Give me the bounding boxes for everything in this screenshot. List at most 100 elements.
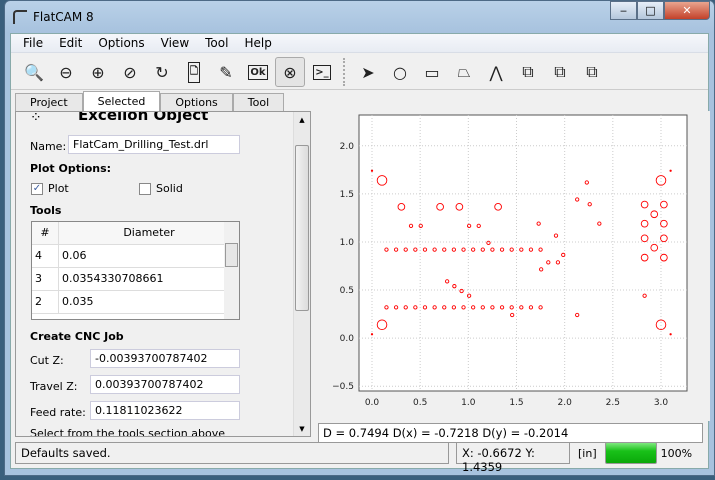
drill-hole bbox=[597, 221, 602, 226]
clear-plot-button[interactable]: ⊘ bbox=[115, 57, 145, 87]
plot-checkbox[interactable]: ✓ bbox=[31, 183, 43, 195]
x-tick-label: 1.0 bbox=[461, 398, 476, 408]
close-button[interactable]: ✕ bbox=[664, 1, 710, 20]
tool-diameter: 0.035 bbox=[62, 295, 94, 308]
drill-hole bbox=[538, 305, 543, 310]
maximize-button[interactable]: □ bbox=[637, 1, 664, 20]
select-arrow-button[interactable]: ➤ bbox=[353, 57, 383, 87]
travelz-label: Travel Z: bbox=[30, 380, 78, 393]
drill-hole bbox=[455, 203, 464, 211]
union-button[interactable]: ⧉ bbox=[513, 57, 543, 87]
subtract-button[interactable]: ⧉ bbox=[577, 57, 607, 87]
drill-hole bbox=[509, 247, 514, 252]
path-button[interactable]: ⋀ bbox=[481, 57, 511, 87]
drill-hole bbox=[451, 247, 457, 252]
new-file-icon: 🗋 bbox=[187, 61, 201, 83]
rectangle-button[interactable]: ▭ bbox=[417, 57, 447, 87]
drill-hole bbox=[538, 247, 543, 252]
drill-hole bbox=[422, 305, 428, 310]
menu-tool[interactable]: Tool bbox=[205, 36, 229, 50]
drill-hole bbox=[669, 169, 672, 172]
drill-hole bbox=[476, 223, 481, 229]
title-bar: FlatCAM 8 bbox=[13, 7, 94, 27]
tab-project[interactable]: Project bbox=[15, 93, 83, 112]
table-row[interactable]: 2 0.035 bbox=[32, 291, 239, 314]
select-arrow-icon: ➤ bbox=[361, 62, 375, 82]
tab-tool[interactable]: Tool bbox=[232, 93, 285, 112]
panel-scrollbar[interactable]: ▲ ▼ bbox=[293, 112, 310, 436]
intersection-button[interactable]: ⧉ bbox=[545, 57, 575, 87]
menu-bar: File Edit Options View Tool Help bbox=[11, 34, 708, 53]
menu-view[interactable]: View bbox=[160, 36, 190, 50]
feed-input[interactable]: 0.11811023622 bbox=[90, 401, 240, 420]
drill-hole bbox=[480, 305, 485, 310]
drill-hole bbox=[471, 247, 476, 252]
x-tick-label: 3.0 bbox=[654, 398, 669, 408]
solid-checkbox[interactable] bbox=[139, 183, 151, 195]
menu-help[interactable]: Help bbox=[244, 36, 272, 50]
shell-button[interactable]: >_ bbox=[307, 57, 337, 87]
drill-hole bbox=[640, 234, 649, 243]
minimize-button[interactable]: ‒ bbox=[610, 1, 637, 20]
drill-hole bbox=[499, 305, 505, 310]
table-row[interactable]: 3 0.0354330708661 bbox=[32, 268, 239, 291]
tool-number: 2 bbox=[32, 291, 59, 313]
drill-hole bbox=[466, 293, 472, 298]
drill-hole bbox=[669, 333, 672, 336]
drill-hole bbox=[555, 260, 561, 265]
feed-label: Feed rate: bbox=[30, 406, 86, 419]
drill-hole bbox=[408, 223, 414, 229]
table-row[interactable]: 4 0.06 bbox=[32, 245, 239, 268]
circle-button[interactable]: ○ bbox=[385, 57, 415, 87]
drill-hole bbox=[650, 243, 659, 252]
drill-hole bbox=[587, 202, 592, 207]
y-tick-label: −0.5 bbox=[332, 382, 354, 392]
clear-plot-icon: ⊘ bbox=[123, 62, 137, 82]
drill-hole bbox=[418, 223, 423, 229]
ok-file-button[interactable]: Ok bbox=[243, 57, 273, 87]
tab-selected[interactable]: Selected bbox=[82, 91, 161, 113]
selected-panel: ⁘ Excellon Object Name: FlatCam_Drilling… bbox=[15, 111, 311, 437]
app-window: FlatCAM 8 ‒ □ ✕ File Edit Options View T… bbox=[4, 0, 715, 476]
drill-hole bbox=[660, 234, 668, 243]
rectangle-icon: ▭ bbox=[424, 62, 440, 82]
scroll-thumb[interactable] bbox=[295, 145, 309, 311]
drill-hole bbox=[459, 288, 464, 294]
name-label: Name: bbox=[30, 140, 67, 153]
zoom-fit-button[interactable]: 🔍 bbox=[19, 57, 49, 87]
drill-hole bbox=[528, 305, 534, 310]
col-diameter[interactable]: Diameter bbox=[123, 226, 175, 239]
path-icon: ⋀ bbox=[489, 62, 503, 82]
edit-file-button[interactable]: ✎ bbox=[211, 57, 241, 87]
new-file-button[interactable]: 🗋 bbox=[179, 57, 209, 87]
zoom-in-button[interactable]: ⊕ bbox=[83, 57, 113, 87]
solid-label: Solid bbox=[156, 182, 183, 195]
menu-edit[interactable]: Edit bbox=[59, 36, 83, 50]
zoom-out-button[interactable]: ⊖ bbox=[51, 57, 81, 87]
menu-options[interactable]: Options bbox=[98, 36, 145, 50]
y-tick-label: 1.5 bbox=[340, 190, 354, 200]
delete-file-button[interactable]: ⊗ bbox=[275, 57, 305, 87]
plot-area[interactable]: 0.0 0.5 1.0 1.5 2.0 2.5 3.0 −0.5 0.0 0.5 1.0 1.5 2.0 bbox=[317, 111, 710, 421]
y-tick-label: 0.0 bbox=[340, 334, 355, 344]
cutz-input[interactable]: -0.00393700787402 bbox=[90, 349, 240, 368]
replot-button[interactable]: ↻ bbox=[147, 57, 177, 87]
menu-file[interactable]: File bbox=[23, 36, 44, 50]
drill-plot[interactable]: 0.0 0.5 1.0 1.5 2.0 2.5 3.0 −0.5 0.0 0.5 1.0 1.5 2.0 bbox=[317, 111, 710, 421]
drill-icon: ⁘ bbox=[30, 111, 43, 126]
drill-hole bbox=[509, 305, 514, 310]
replot-icon: ↻ bbox=[155, 62, 169, 82]
table-scrollbar[interactable] bbox=[224, 222, 239, 319]
travelz-input[interactable]: 0.00393700787402 bbox=[90, 375, 240, 394]
col-number[interactable]: # bbox=[32, 222, 59, 244]
drill-hole bbox=[422, 247, 428, 252]
drill-hole bbox=[490, 305, 495, 310]
delete-file-icon: ⊗ bbox=[283, 62, 297, 82]
drill-hole bbox=[561, 252, 566, 258]
drill-hole bbox=[486, 240, 491, 246]
measurement-readout: D = 0.7494 D(x) = -0.7218 D(y) = -0.2014 bbox=[318, 423, 703, 443]
polygon-button[interactable]: ⏢ bbox=[449, 57, 479, 87]
tab-options[interactable]: Options bbox=[160, 93, 233, 112]
name-input[interactable]: FlatCam_Drilling_Test.drl bbox=[68, 135, 240, 154]
toolbar: 🔍 ⊖ ⊕ ⊘ ↻ 🗋 ✎ Ok ⊗ >_ ➤ ○ ▭ ⏢ ⋀ ⧉ ⧉ ⧉ bbox=[11, 55, 708, 90]
